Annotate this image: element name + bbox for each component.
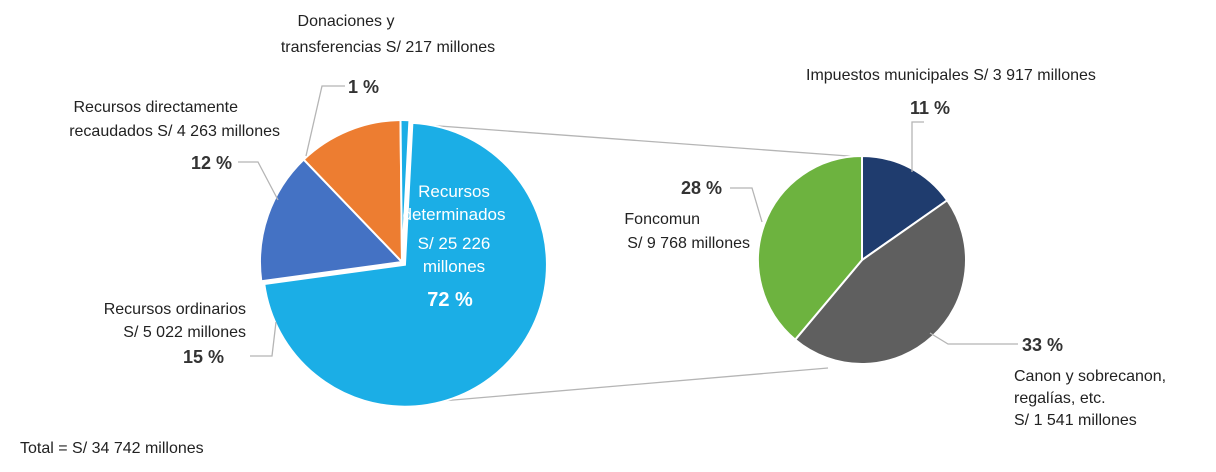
pie-slice-recursos-directamente-recaudados	[302, 118, 404, 265]
canon-label-line-1: Canon y sobrecanon,	[1014, 368, 1166, 385]
impuestos-percent: 11 %	[910, 98, 950, 118]
connector-line-top	[411, 123, 863, 158]
pie-slice-foncomun	[757, 154, 863, 342]
leader-line-donaciones	[305, 85, 345, 157]
canon-label-line-3: S/ 1 541 millones	[1014, 412, 1137, 429]
canon-percent: 33 %	[1022, 335, 1063, 355]
determinados-label-line-4: millones	[423, 257, 485, 276]
pie-slice-canon	[793, 198, 967, 365]
determinados-percent: 72 %	[427, 289, 473, 311]
pie-slice-impuestos-municipales	[861, 154, 949, 262]
determinados-label-line-3: S/ 25 226	[418, 234, 491, 253]
leader-line-ordinarios	[250, 321, 277, 357]
ordinarios-percent: 15 %	[183, 347, 224, 367]
pie-slice-donaciones	[399, 119, 411, 263]
directos-label-line-2: recaudados S/ 4 263 millones	[69, 123, 280, 140]
pie-slice-recursos-determinados	[263, 121, 548, 408]
donaciones-label-line-1: Donaciones y	[298, 13, 395, 30]
determinados-label-line-2: determinados	[402, 205, 505, 224]
donaciones-percent: 1 %	[348, 77, 379, 97]
pie-slice-recursos-ordinarios	[258, 158, 405, 283]
ordinarios-label-line-2: S/ 5 022 millones	[123, 324, 246, 341]
directos-label-line-1: Recursos directamente	[73, 99, 238, 116]
ordinarios-label-line-1: Recursos ordinarios	[104, 301, 246, 318]
canon-label-line-2: regalías, etc.	[1014, 390, 1106, 407]
directos-percent: 12 %	[191, 153, 232, 173]
leader-line-foncomun	[730, 187, 763, 223]
foncomun-percent: 28 %	[681, 178, 722, 198]
connector-line-bottom	[429, 367, 829, 403]
leader-line-directos	[238, 161, 279, 201]
leader-line-impuestos	[911, 121, 924, 172]
foncomun-label-line-2: S/ 9 768 millones	[627, 235, 750, 252]
total-label: Total = S/ 34 742 millones	[20, 440, 204, 457]
determinados-label-line-1: Recursos	[418, 182, 490, 201]
foncomun-label-line-1: Foncomun	[624, 211, 700, 228]
leader-line-canon	[929, 332, 1018, 345]
donaciones-label-line-2: transferencias S/ 217 millones	[281, 39, 495, 56]
impuestos-label: Impuestos municipales S/ 3 917 millones	[806, 67, 1096, 84]
